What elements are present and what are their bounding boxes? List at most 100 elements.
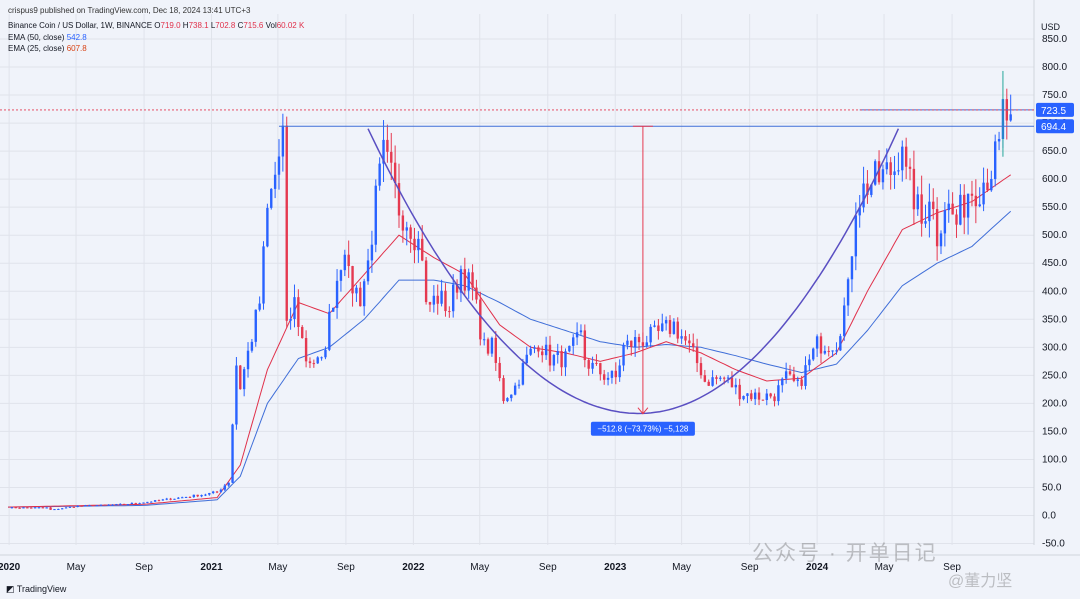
- tradingview-logo[interactable]: ◩ TradingView: [6, 584, 66, 595]
- candle-body: [579, 330, 583, 333]
- candle-body: [788, 371, 792, 375]
- tradingview-logo-text: TradingView: [16, 584, 67, 594]
- x-tick-label: 2024: [806, 562, 829, 573]
- y-tick-label: 350.0: [1042, 314, 1067, 325]
- candle-body: [723, 377, 726, 379]
- candle-body: [858, 207, 861, 216]
- y-tick-label: 600.0: [1042, 174, 1067, 185]
- candle-body: [355, 287, 358, 294]
- high-value: 738.1: [188, 21, 209, 30]
- candle-body: [757, 392, 761, 400]
- candle-body: [792, 374, 796, 381]
- currency-label[interactable]: USD: [1041, 22, 1061, 32]
- candle-body: [130, 502, 134, 505]
- ema50-legend[interactable]: EMA (50, close) 542.8: [8, 33, 87, 42]
- candle-body: [452, 284, 455, 312]
- candle-body: [568, 345, 571, 352]
- candle-body: [630, 340, 633, 347]
- candle-body: [308, 361, 312, 364]
- candle-body: [266, 207, 269, 247]
- symbol-ohlc-line: Binance Coin / US Dollar, 1W, BINANCE O7…: [8, 21, 304, 30]
- candle-body: [72, 506, 76, 508]
- candle-body: [316, 357, 319, 364]
- candle-body: [378, 163, 381, 186]
- candle-body: [695, 347, 699, 364]
- x-tick-label: May: [875, 562, 894, 573]
- x-tick-label: Sep: [337, 562, 355, 573]
- candle-body: [242, 369, 246, 390]
- candle-body: [753, 392, 757, 400]
- candle-body: [506, 398, 509, 402]
- candle-body: [18, 507, 21, 509]
- candle-body: [362, 281, 366, 307]
- candle-body: [436, 295, 439, 304]
- candle-body: [103, 504, 106, 506]
- candle-body: [126, 504, 130, 506]
- candle-body: [606, 377, 610, 380]
- open-label: O: [154, 21, 161, 30]
- ema25-legend[interactable]: EMA (25, close) 607.8: [8, 44, 87, 53]
- y-tick-label: 400.0: [1042, 286, 1067, 297]
- candle-body: [544, 344, 548, 356]
- candle-body: [432, 295, 436, 305]
- candle-body: [200, 495, 203, 497]
- candle-body: [699, 363, 703, 376]
- y-tick-label: 650.0: [1042, 146, 1067, 157]
- x-tick-label: Sep: [741, 562, 759, 573]
- ema25-label: EMA (25, close): [8, 44, 65, 53]
- candle-body: [947, 203, 950, 211]
- candle-body: [827, 350, 830, 352]
- candle-body: [76, 505, 79, 508]
- candle-body: [765, 393, 768, 401]
- candle-body: [517, 384, 521, 386]
- y-tick-label: 250.0: [1042, 370, 1067, 381]
- candle-body: [897, 170, 900, 172]
- candle-body: [405, 227, 408, 231]
- y-tick-label: 850.0: [1042, 34, 1067, 45]
- candle-body: [746, 393, 749, 397]
- candle-body: [258, 303, 261, 310]
- y-tick-label: 50.0: [1042, 482, 1062, 493]
- candle-body: [904, 146, 908, 167]
- candle-body: [1009, 114, 1012, 121]
- candle-body: [401, 215, 405, 231]
- candle-body: [386, 139, 389, 152]
- candle-body: [602, 374, 606, 380]
- candle-body: [672, 321, 676, 334]
- candle-body: [823, 350, 827, 354]
- candle-body: [680, 336, 683, 339]
- candle-body: [95, 505, 99, 507]
- candle-body: [866, 183, 869, 195]
- candle-body: [490, 337, 494, 354]
- candle-body: [227, 482, 230, 486]
- candle-body: [281, 125, 285, 157]
- candle-body: [916, 194, 919, 210]
- candle-body: [153, 500, 157, 502]
- y-tick-label: 800.0: [1042, 62, 1067, 73]
- candle-body: [912, 168, 916, 210]
- candle-body: [614, 370, 618, 378]
- y-tick-label: 100.0: [1042, 454, 1067, 465]
- candle-body: [30, 507, 33, 509]
- candle-body: [219, 489, 223, 492]
- candle-body: [521, 363, 525, 385]
- candle-body: [107, 504, 110, 506]
- candle-body: [111, 504, 114, 506]
- candle-body: [150, 501, 153, 503]
- candle-body: [784, 371, 788, 379]
- candle-body: [676, 321, 679, 339]
- candle-body: [134, 502, 137, 504]
- candle-body: [84, 505, 87, 507]
- candle-body: [37, 507, 41, 509]
- candle-body: [564, 351, 567, 368]
- candle-body: [990, 179, 993, 191]
- candle-body: [854, 215, 858, 257]
- candle-body: [254, 309, 257, 342]
- candle-body: [293, 297, 296, 319]
- y-tick-label: 0.0: [1042, 511, 1056, 522]
- candle-body: [978, 204, 981, 207]
- candle-body: [572, 337, 575, 346]
